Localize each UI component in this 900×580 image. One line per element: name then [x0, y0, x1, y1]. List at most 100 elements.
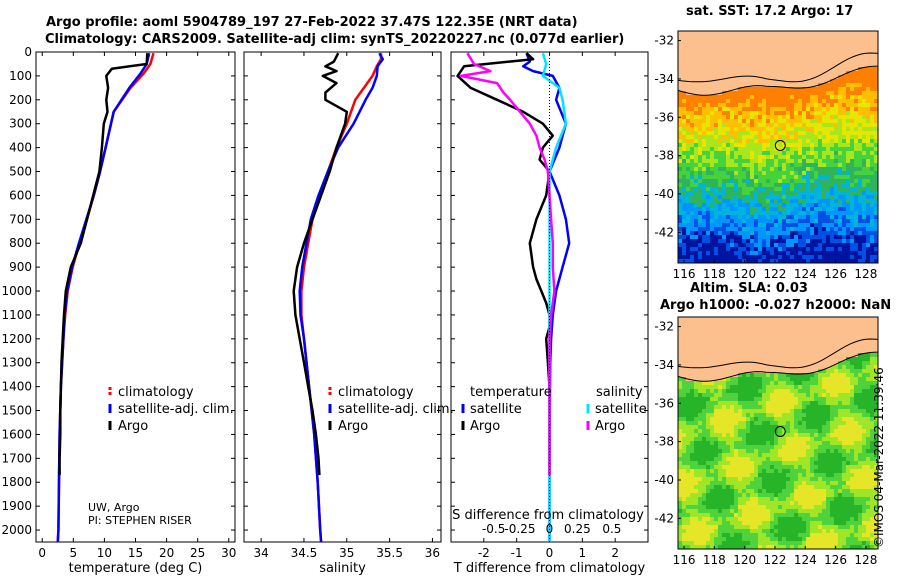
map-cell: [794, 385, 799, 390]
map-cell: [782, 525, 787, 530]
map-cell: [850, 231, 855, 236]
map-cell: [690, 171, 695, 176]
map-cell: [838, 175, 843, 180]
map-cell: [838, 187, 843, 192]
map-cell: [846, 147, 851, 152]
map-cell: [746, 115, 751, 120]
map-cell: [758, 95, 763, 100]
map-cell: [694, 179, 699, 184]
map-cell: [710, 513, 715, 518]
map-cell: [718, 131, 723, 136]
map-cell: [782, 361, 787, 366]
map-cell: [766, 39, 771, 44]
map-cell: [746, 353, 751, 358]
map-cell: [706, 473, 711, 478]
map-cell: [702, 481, 707, 486]
map-cell: [742, 525, 747, 530]
map-cell: [738, 259, 743, 263]
map-cell: [782, 219, 787, 224]
map-cell: [702, 385, 707, 390]
map-cell: [778, 35, 783, 40]
map-cell: [770, 529, 775, 534]
map-cell: [834, 255, 839, 260]
map-cell: [706, 425, 711, 430]
map-cell: [794, 441, 799, 446]
map-cell: [862, 91, 867, 96]
map-cell: [750, 425, 755, 430]
map-cell: [730, 413, 735, 418]
map-cell: [762, 461, 767, 466]
map-cell: [790, 337, 795, 342]
x-tick-label: 0: [38, 546, 46, 560]
map-cell: [718, 317, 723, 322]
map-cell: [850, 135, 855, 140]
map-cell: [798, 505, 803, 510]
map-cell: [694, 493, 699, 498]
map-cell: [798, 333, 803, 338]
map-cell: [782, 385, 787, 390]
map-cell: [762, 317, 767, 322]
map-cell: [734, 521, 739, 526]
map-cell: [810, 87, 815, 92]
map-cell: [734, 417, 739, 422]
map-cell: [738, 377, 743, 382]
map-cell: [822, 227, 827, 232]
map-cell: [690, 389, 695, 394]
map-cell: [706, 537, 711, 542]
map-cell: [750, 321, 755, 326]
map-cell: [774, 473, 779, 478]
map-cell: [842, 115, 847, 120]
map-cell: [730, 353, 735, 358]
map-cell: [702, 147, 707, 152]
map-cell: [790, 513, 795, 518]
map-cell: [714, 533, 719, 538]
map-cell: [870, 103, 875, 108]
map-cell: [746, 409, 751, 414]
map-cell: [702, 453, 707, 458]
map-cell: [706, 159, 711, 164]
map-cell: [762, 127, 767, 132]
map-cell: [746, 43, 751, 48]
map-cell: [686, 39, 691, 44]
map-cell: [702, 211, 707, 216]
map-cell: [806, 191, 811, 196]
map-cell: [686, 513, 691, 518]
map-cell: [810, 211, 815, 216]
map-cell: [734, 71, 739, 76]
map-cell: [798, 211, 803, 216]
map-cell: [850, 83, 855, 88]
map-cell: [678, 377, 683, 382]
map-cell: [798, 95, 803, 100]
map-cell: [710, 421, 715, 426]
map-cell: [718, 545, 723, 549]
map-cell: [750, 247, 755, 252]
map-cell: [738, 215, 743, 220]
map-cell: [834, 223, 839, 228]
map-cell: [854, 203, 859, 208]
map-cell: [746, 461, 751, 466]
map-cell: [734, 167, 739, 172]
map-cell: [802, 91, 807, 96]
map-cell: [758, 247, 763, 252]
map-cell: [754, 79, 759, 84]
map-cell: [750, 155, 755, 160]
map-cell: [706, 83, 711, 88]
map-cell: [850, 167, 855, 172]
map-cell: [838, 55, 843, 60]
map-cell: [790, 243, 795, 248]
map-cell: [778, 393, 783, 398]
map-cell: [738, 449, 743, 454]
map-cell: [766, 493, 771, 498]
map-cell: [750, 481, 755, 486]
map-cell: [758, 35, 763, 40]
map-cell: [678, 75, 683, 80]
map-cell: [734, 231, 739, 236]
map-cell: [778, 223, 783, 228]
map-cell: [722, 67, 727, 72]
map-cell: [710, 409, 715, 414]
map-cell: [794, 377, 799, 382]
map-cell: [690, 461, 695, 466]
map-cell: [762, 389, 767, 394]
map-cell: [770, 505, 775, 510]
map-cell: [790, 389, 795, 394]
